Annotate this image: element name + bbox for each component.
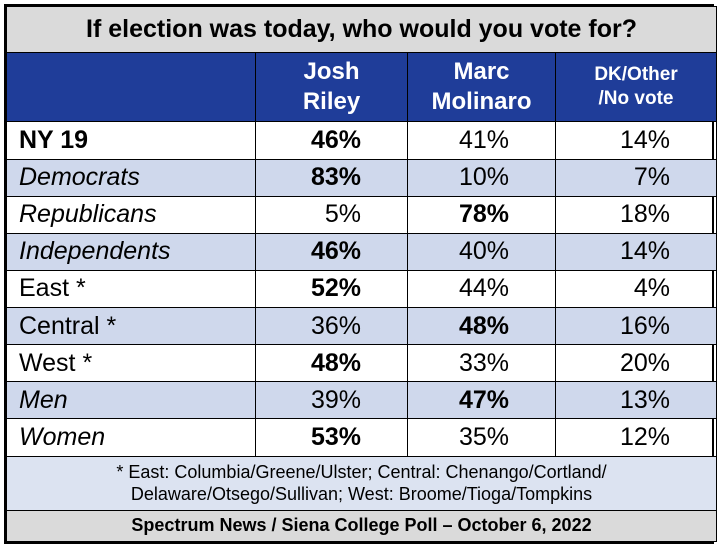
table-row: Men 39% 47% 13% xyxy=(6,381,718,420)
row-label: Republicans xyxy=(6,195,256,234)
table-row: East * 52% 44% 4% xyxy=(6,269,718,309)
cell-riley: 52% xyxy=(255,269,408,309)
header-molinaro-line2: Molinaro xyxy=(431,88,532,116)
cell-dk: 4% xyxy=(554,269,718,309)
cell-dk: 20% xyxy=(554,344,718,383)
cell-riley: 5% xyxy=(255,195,408,234)
table-title: If election was today, who would you vot… xyxy=(5,5,718,54)
cell-dk: 13% xyxy=(554,381,718,420)
footnote-line2: Delaware/Otsego/Sullivan; West: Broome/T… xyxy=(130,484,593,505)
cell-molinaro: 48% xyxy=(407,307,556,346)
header-blank xyxy=(6,52,256,123)
table-row: Republicans 5% 78% 18% xyxy=(6,195,718,234)
cell-molinaro: 40% xyxy=(407,232,556,271)
cell-dk: 12% xyxy=(554,418,718,457)
cell-riley: 46% xyxy=(255,232,408,271)
footnote: * East: Columbia/Greene/Ulster; Central:… xyxy=(5,455,718,511)
cell-molinaro: 35% xyxy=(407,418,556,457)
cell-molinaro: 33% xyxy=(407,344,556,383)
poll-table: If election was today, who would you vot… xyxy=(5,5,718,543)
cell-dk: 7% xyxy=(554,158,718,197)
table-row: Independents 46% 40% 14% xyxy=(6,232,718,271)
table-row: Democrats 83% 10% 7% xyxy=(6,158,718,197)
row-label: Independents xyxy=(6,232,256,271)
cell-molinaro: 41% xyxy=(407,121,556,160)
cell-dk: 14% xyxy=(554,232,718,271)
row-label: Men xyxy=(6,381,256,420)
row-label: Women xyxy=(6,418,256,457)
row-label: West * xyxy=(6,344,256,383)
cell-dk: 18% xyxy=(554,195,718,234)
poll-table-frame: If election was today, who would you vot… xyxy=(4,4,718,544)
row-label: Central * xyxy=(6,307,256,346)
cell-molinaro: 78% xyxy=(407,195,556,234)
table-row: Central * 36% 48% 16% xyxy=(6,307,718,346)
row-label: NY 19 xyxy=(6,121,256,160)
table-row: Women 53% 35% 12% xyxy=(6,418,718,457)
table-row: West * 48% 33% 20% xyxy=(6,344,718,383)
footnote-line1: * East: Columbia/Greene/Ulster; Central:… xyxy=(116,462,607,483)
cell-riley: 36% xyxy=(255,307,408,346)
source-line: Spectrum News / Siena College Poll – Oct… xyxy=(5,509,718,543)
cell-dk: 16% xyxy=(554,307,718,346)
cell-riley: 46% xyxy=(255,121,408,160)
row-label: East * xyxy=(6,269,256,309)
header-dk-other: DK/Other /No vote xyxy=(554,52,718,123)
cell-dk: 14% xyxy=(554,121,718,160)
header-riley-line1: Josh xyxy=(303,58,360,86)
header-dk-line1: DK/Other xyxy=(594,64,678,86)
table-row: NY 19 46% 41% 14% xyxy=(6,121,718,160)
cell-molinaro: 10% xyxy=(407,158,556,197)
row-label: Democrats xyxy=(6,158,256,197)
cell-riley: 83% xyxy=(255,158,408,197)
header-josh-riley: Josh Riley xyxy=(255,52,408,123)
header-riley-line2: Riley xyxy=(302,88,361,116)
cell-molinaro: 47% xyxy=(407,381,556,420)
cell-riley: 39% xyxy=(255,381,408,420)
header-marc-molinaro: Marc Molinaro xyxy=(407,52,556,123)
cell-riley: 48% xyxy=(255,344,408,383)
header-molinaro-line1: Marc xyxy=(453,58,510,86)
cell-riley: 53% xyxy=(255,418,408,457)
header-dk-line2: /No vote xyxy=(598,88,674,110)
cell-molinaro: 44% xyxy=(407,269,556,309)
